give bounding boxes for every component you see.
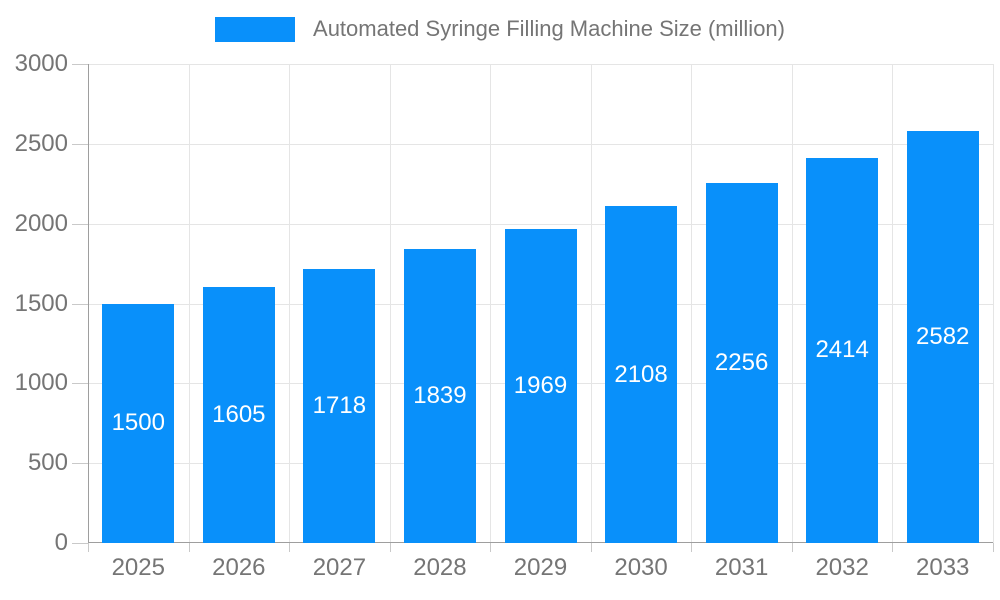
x-axis-tick [289,543,291,552]
legend-label: Automated Syringe Filling Machine Size (… [313,16,785,41]
y-axis-label: 0 [54,529,68,556]
gridline-vertical [389,64,391,543]
gridline-vertical [289,64,291,543]
x-axis-label: 2032 [815,554,869,581]
y-axis-label: 1500 [14,289,68,317]
x-axis-tick [691,543,693,552]
y-axis-tick [72,383,88,385]
bar-value-label: 2108 [614,360,668,388]
x-axis-tick [993,543,994,552]
gridline-vertical [490,64,492,543]
bar-2027[interactable]: 1718 [303,268,376,543]
x-axis-label: 2031 [714,554,769,581]
y-axis-line [88,64,89,543]
y-axis-label: 1000 [14,369,68,397]
gridline-vertical [993,64,994,543]
y-axis-label: 2000 [14,209,68,237]
x-axis-label: 2029 [513,554,568,581]
gridline-vertical [791,64,793,543]
x-axis-tick [590,543,592,552]
bar-2026[interactable]: 1605 [202,286,275,543]
x-axis-label: 2027 [312,554,367,581]
x-axis-label: 2026 [212,554,266,581]
plot-area: 0 500 1000 1500 2000 2500 3000 1500 2025 1605 2026… [15,52,994,581]
bar-2029[interactable]: 1969 [504,228,577,543]
y-axis-tick [72,64,88,65]
x-axis-tick [88,543,89,552]
bar-2031[interactable]: 2256 [705,182,778,543]
y-axis-label: 2500 [14,129,68,157]
y-axis-label: 500 [27,449,68,477]
gridline-vertical [892,64,894,543]
bar-value-label: 1839 [413,382,467,410]
y-axis-tick [72,463,88,465]
x-axis-label: 2025 [111,554,165,581]
y-axis-tick [72,303,88,305]
x-axis-tick [791,543,793,552]
x-axis-tick [490,543,492,552]
gridline-horizontal [88,64,993,65]
bar-2028[interactable]: 1839 [403,249,476,543]
gridline-vertical [590,64,592,543]
bar-2025[interactable]: 1500 [102,303,175,543]
gridline-horizontal [88,143,993,145]
y-axis-label: 3000 [14,50,68,77]
bar-2033[interactable]: 2582 [906,130,979,543]
bar-2030[interactable]: 2108 [605,206,678,543]
bar-value-label: 1605 [212,400,266,428]
bar-value-label: 1969 [513,371,568,399]
legend[interactable]: Automated Syringe Filling Machine Size (… [0,16,1000,42]
x-axis-label: 2028 [413,554,467,581]
gridline-vertical [691,64,693,543]
bar-value-label: 2582 [916,322,970,350]
bar-value-label: 2414 [815,336,869,364]
x-axis-tick [188,543,190,552]
legend-swatch [215,16,296,42]
y-axis-tick [72,143,88,145]
bar-value-label: 2256 [714,348,769,376]
bar-value-label: 1718 [312,391,367,419]
y-axis-tick [72,543,88,544]
x-axis-tick [389,543,391,552]
gridline-horizontal [88,223,993,225]
bar-2032[interactable]: 2414 [806,157,879,543]
x-axis-tick [892,543,894,552]
y-axis-tick [72,223,88,225]
gridline-vertical [188,64,190,543]
x-axis-label: 2030 [614,554,668,581]
x-axis-label: 2033 [916,554,970,581]
bar-value-label: 1500 [111,409,165,437]
